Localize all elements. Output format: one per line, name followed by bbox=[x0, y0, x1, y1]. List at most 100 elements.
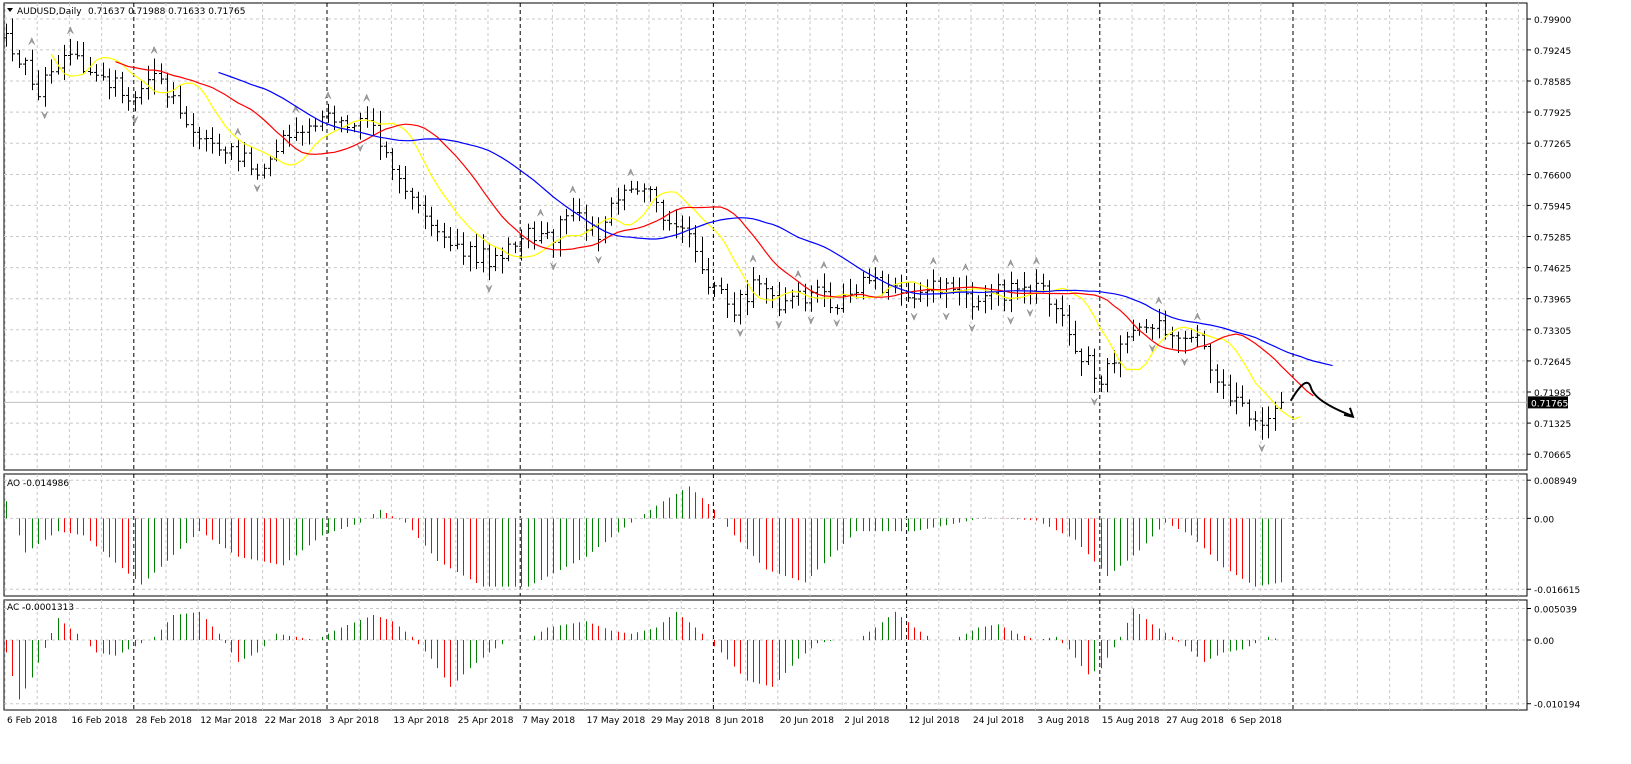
ohlc-bar bbox=[635, 181, 640, 195]
date-label: 3 Aug 2018 bbox=[1037, 716, 1089, 726]
ohlc-bar bbox=[294, 117, 299, 141]
ohlc-bar bbox=[1195, 324, 1200, 348]
price-tick-label: 0.70665 bbox=[1534, 451, 1571, 461]
forecast-arrowhead-icon bbox=[1343, 407, 1355, 419]
ohlc-bar bbox=[378, 110, 383, 160]
ohlc-bar bbox=[1221, 369, 1226, 399]
ohlc-bar bbox=[616, 187, 621, 215]
ohlc-bar bbox=[1183, 330, 1188, 354]
ohlc-bar bbox=[1189, 328, 1194, 343]
ohlc-bar bbox=[210, 127, 215, 154]
ohlc-bar bbox=[1234, 382, 1239, 415]
ohlc-bar bbox=[1125, 331, 1130, 354]
ohlc-bar bbox=[783, 287, 788, 314]
fractal-up-icon bbox=[28, 37, 35, 45]
price-tick-label: 0.74625 bbox=[1534, 265, 1571, 275]
date-label: 15 Aug 2018 bbox=[1102, 716, 1160, 726]
ohlc-bar bbox=[577, 198, 582, 222]
fractal-down-icon bbox=[1181, 358, 1188, 367]
ohlc-bar bbox=[307, 118, 312, 145]
ohlc-bar bbox=[75, 41, 80, 60]
ohlc-bar bbox=[706, 257, 711, 295]
date-label: 6 Sep 2018 bbox=[1231, 716, 1283, 726]
ohlc-bar bbox=[680, 215, 685, 243]
price-tick-label: 0.73965 bbox=[1534, 296, 1571, 306]
ohlc-bar bbox=[712, 281, 717, 297]
ohlc-bar bbox=[1260, 407, 1265, 440]
ohlc-bar bbox=[410, 187, 415, 210]
date-label: 2 Jul 2018 bbox=[844, 716, 889, 726]
ohlc-bar bbox=[725, 283, 730, 319]
ohlc-bar bbox=[435, 219, 440, 242]
ohlc-bar bbox=[925, 279, 930, 307]
ohlc-bar bbox=[1208, 343, 1213, 384]
ohlc-bar bbox=[165, 72, 170, 108]
ohlc-bar bbox=[300, 125, 305, 146]
fractal-down-icon bbox=[550, 262, 557, 271]
fractal-up-icon bbox=[930, 256, 937, 265]
symbol-dropdown-icon bbox=[7, 8, 13, 12]
ohlc-bar bbox=[217, 133, 222, 156]
ohlc-bar bbox=[94, 64, 99, 82]
ohlc-bar bbox=[938, 277, 943, 299]
ohlc-bar bbox=[339, 116, 344, 133]
fractal-down-icon bbox=[736, 329, 744, 338]
ohlc-bar bbox=[1157, 308, 1162, 339]
ohlc-bar bbox=[1015, 279, 1020, 300]
fractal-up-icon bbox=[627, 168, 634, 177]
ohlc-bar bbox=[1253, 411, 1258, 431]
current-price-label: 0.71765 bbox=[1531, 399, 1568, 409]
ohlc-bar bbox=[667, 211, 672, 231]
ohlc-bar bbox=[976, 295, 981, 311]
ohlc-bar bbox=[1047, 280, 1052, 317]
ohlc-bar bbox=[642, 183, 647, 203]
ohlc-bar bbox=[777, 281, 782, 317]
indicator-tick-label: 0.008949 bbox=[1534, 477, 1577, 487]
fractal-down-icon bbox=[1091, 397, 1098, 406]
fractal-down-icon bbox=[485, 284, 493, 293]
price-tick-label: 0.79900 bbox=[1534, 16, 1571, 26]
ohlc-bar bbox=[1099, 375, 1104, 393]
ohlc-bar bbox=[822, 273, 827, 307]
ohlc-bar bbox=[622, 184, 627, 211]
fractal-down-icon bbox=[253, 184, 261, 193]
ohlc-bar bbox=[197, 126, 202, 150]
date-label: 22 Mar 2018 bbox=[265, 716, 322, 726]
date-label: 27 Aug 2018 bbox=[1166, 716, 1224, 726]
ohlc-bar bbox=[693, 225, 698, 263]
fractal-up-icon bbox=[794, 269, 802, 278]
ohlc-bar bbox=[1228, 374, 1233, 407]
fractal-down-icon bbox=[968, 324, 976, 333]
ohlc-bar bbox=[487, 242, 492, 281]
ohlc-bar bbox=[867, 268, 872, 284]
ohlc-bar bbox=[738, 289, 743, 325]
ohlc-bar bbox=[1273, 401, 1278, 431]
ohlc-bar bbox=[255, 163, 260, 180]
ohlc-bar bbox=[43, 66, 48, 107]
date-label: 12 Jul 2018 bbox=[909, 716, 960, 726]
indicator-tick-label: 0.00 bbox=[1534, 637, 1554, 647]
ac-label: AC -0.0001313 bbox=[7, 603, 74, 613]
ohlc-bar bbox=[36, 70, 41, 101]
ohlc-bar bbox=[49, 59, 54, 84]
ohlc-bar bbox=[1112, 349, 1117, 374]
ohlc-bar bbox=[545, 222, 550, 240]
fractal-up-icon bbox=[820, 260, 828, 269]
ohlc-bar bbox=[1215, 364, 1220, 393]
fractal-up-icon bbox=[234, 127, 242, 136]
indicator-tick-label: 0.005039 bbox=[1534, 606, 1577, 616]
ohlc-bar bbox=[1150, 324, 1155, 340]
ohlc-bar bbox=[474, 233, 479, 270]
ohlc-bar bbox=[1144, 318, 1149, 333]
ohlc-bar bbox=[1176, 331, 1181, 353]
ohlc-bar bbox=[1079, 348, 1084, 377]
ohlc-bar bbox=[1022, 271, 1027, 304]
ohlc-bar bbox=[268, 156, 273, 177]
ohlc-bar bbox=[1009, 271, 1014, 313]
ohlc-bar bbox=[506, 237, 511, 262]
ohlc-bar bbox=[1247, 399, 1252, 427]
ohlc-bar bbox=[101, 62, 106, 81]
ohlc-bar bbox=[281, 130, 286, 154]
fractal-down-icon bbox=[41, 111, 48, 120]
date-label: 16 Feb 2018 bbox=[71, 716, 127, 726]
